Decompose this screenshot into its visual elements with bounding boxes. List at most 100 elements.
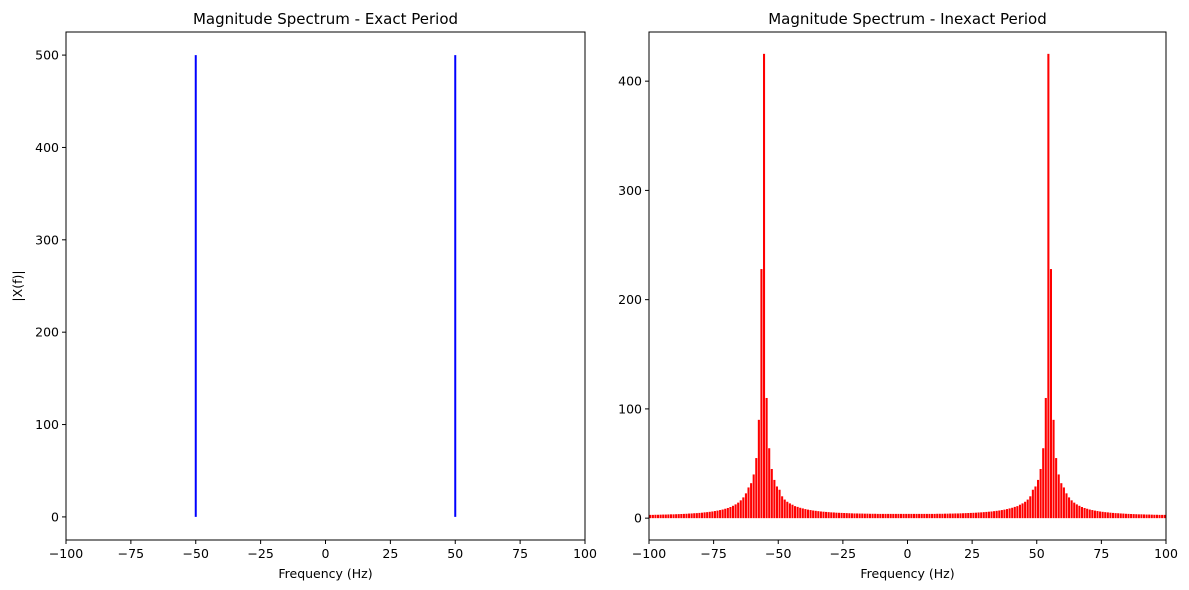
inexact-period-bar [884,513,887,519]
inexact-period-bar [889,513,892,519]
inexact-period-bar [985,511,988,519]
inexact-period-bar [987,511,990,519]
inexact-period-bar [781,496,784,519]
inexact-period-bar [840,512,843,519]
inexact-period-bar [905,513,908,519]
exact-period-x-tick-label: −75 [118,546,144,561]
inexact-period-y-tick-label: 100 [618,401,642,416]
inexact-period-y-tick-label: 200 [618,292,642,307]
inexact-period-bar [698,512,701,519]
inexact-period-bar [654,514,657,519]
inexact-period-bar [799,507,802,519]
inexact-period-bar [1000,510,1003,519]
inexact-period-bar [1037,479,1040,519]
inexact-period-bar [677,514,680,519]
inexact-period-bar [804,509,807,519]
inexact-period-bar [688,513,691,519]
exact-period-y-tick-label: 0 [51,509,59,524]
inexact-period-bar [866,513,869,519]
exact-period-x-tick-label: 100 [573,546,597,561]
inexact-period-bar [695,513,698,519]
inexact-period-bar [837,512,841,519]
inexact-period-bar [711,511,714,519]
inexact-period-bar [830,512,833,519]
inexact-period-bar [726,507,729,519]
inexact-period-bar [664,514,667,519]
exact-period-y-tick-label: 100 [35,417,59,432]
inexact-period-bar [856,513,859,519]
inexact-period-bar [1055,458,1058,519]
inexact-period-x-tick-label: 50 [1029,546,1045,561]
inexact-period-bar [747,487,750,519]
inexact-period-bar [1047,53,1050,519]
inexact-period-y-ticks: 0 100 200 300 400 [618,74,649,526]
inexact-period-bar [907,513,910,519]
inexact-period-bar [832,512,835,519]
inexact-period-bar [1034,486,1037,519]
exact-period-y-tick-label: 200 [35,325,59,340]
inexact-period-bar [721,509,724,519]
inexact-period-bar [938,513,941,519]
inexact-period-bar [949,513,952,519]
inexact-period-bar [669,514,673,519]
inexact-period-bar [1117,513,1120,519]
inexact-period-bar [941,513,944,519]
inexact-period-bar [956,513,959,519]
inexact-period-bar [861,513,864,519]
inexact-period-bar [768,448,771,519]
inexact-period-bar [1075,504,1078,519]
inexact-period-bar [993,511,996,519]
inexact-period-bar [1099,511,1102,519]
inexact-period-bar [809,510,812,519]
inexact-period-bar [685,513,688,519]
inexact-period-bar [757,419,760,519]
inexact-period-bar [1044,397,1047,519]
inexact-period-bar [1093,510,1096,519]
inexact-period-bar [946,513,949,519]
inexact-period-bar [900,513,903,519]
inexact-period-bar [791,504,794,519]
inexact-period-bar [719,510,722,519]
inexact-period-bar [1024,501,1027,519]
inexact-period-bar [675,514,678,519]
inexact-period-bar [729,507,732,519]
inexact-period-bar [915,513,918,519]
inexact-period-bar [760,269,763,519]
inexact-period-bar [990,511,993,519]
exact-period-x-tick-label: 50 [447,546,463,561]
inexact-period-title: Magnitude Spectrum - Inexact Period [768,10,1047,28]
inexact-period-bar [845,513,848,519]
inexact-period-bar [773,479,776,519]
inexact-period-bar [972,512,975,519]
inexact-period-bar [700,512,704,519]
exact-period-y-tick-label: 400 [35,140,59,155]
inexact-period-bar [943,513,947,519]
inexact-period-bar [794,506,797,519]
inexact-period-bar [672,514,675,519]
inexact-period-bar [897,513,900,519]
inexact-period-bar [1148,514,1151,519]
inexact-period-bar [894,513,897,519]
inexact-period-bar [881,513,884,519]
exact-period-title: Magnitude Spectrum - Exact Period [193,10,458,28]
inexact-period-bar [977,512,980,519]
inexact-period-bar [1150,514,1153,519]
inexact-period-bar [1124,513,1127,519]
inexact-period-bar [713,511,716,519]
exact-period-x-ticks: −100 −75 −50 −25 0 25 50 75 100 [49,540,597,561]
inexact-period-bar [1163,514,1166,519]
inexact-period-x-ticks: −100 −75 −50 −25 0 25 50 75 100 [632,540,1178,561]
inexact-period-bar [850,513,853,519]
inexact-period-bar [716,510,719,519]
inexact-period-bar [1106,512,1109,519]
inexact-period-bar [1008,508,1011,519]
inexact-period-bar [750,483,753,519]
inexact-period-bar [967,513,970,519]
inexact-period-bar [1101,511,1104,519]
inexact-period-plot-area [649,53,1166,519]
inexact-period-bar [835,512,838,519]
exact-period-x-tick-label: 0 [322,546,330,561]
inexact-period-bar [786,501,789,519]
exact-period-y-ticks: 0 100 200 300 400 500 [35,48,66,524]
